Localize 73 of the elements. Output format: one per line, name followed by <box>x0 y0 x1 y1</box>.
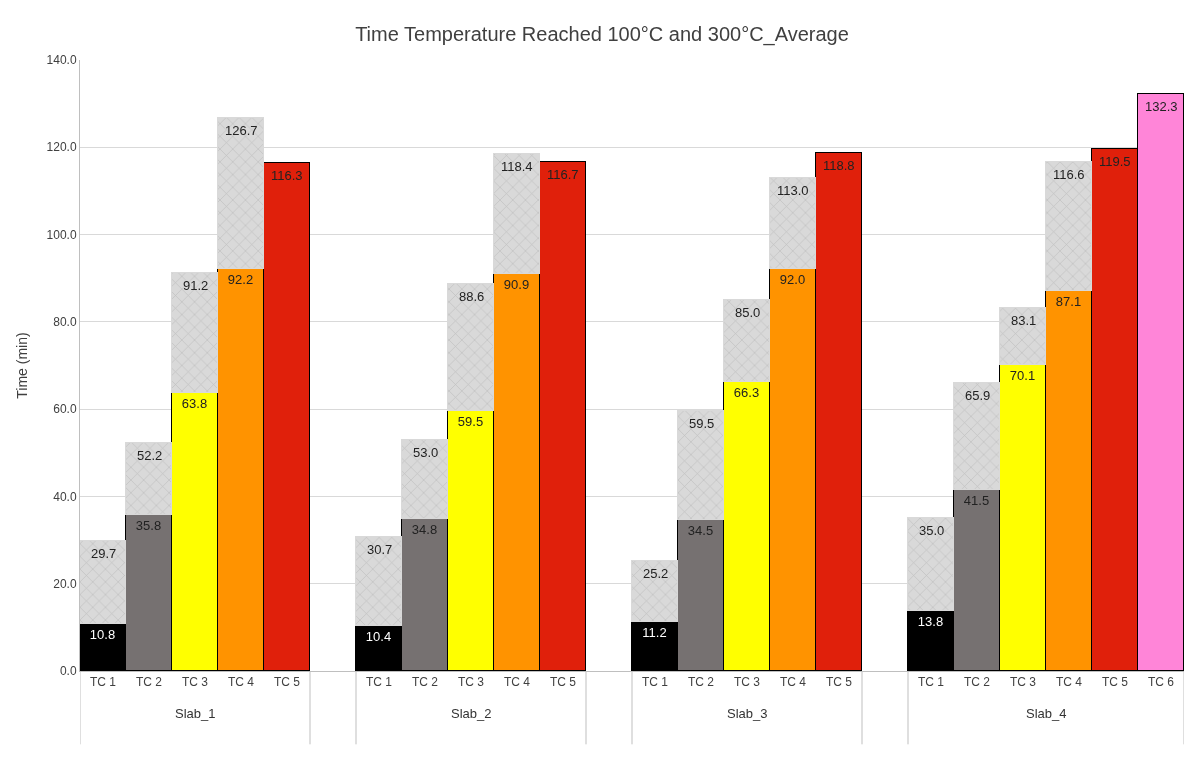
x-tick-label: TC 3 <box>733 675 761 690</box>
total-label: 116.3 <box>271 168 303 183</box>
total-label: 52.2 <box>137 448 163 463</box>
total-label: 88.6 <box>459 289 485 304</box>
y-tick-label: 100.0 <box>46 227 77 242</box>
total-label: 119.5 <box>1099 154 1131 169</box>
total-label: 59.5 <box>689 416 715 431</box>
total-label: 85.0 <box>735 305 761 320</box>
x-tick-label: TC 2 <box>963 675 991 690</box>
data-label: 13.8 <box>917 613 944 629</box>
y-tick-label: 80.0 <box>53 315 77 330</box>
x-tick-label: TC 2 <box>687 675 715 690</box>
text: Slab_2 <box>451 706 492 721</box>
total-label: 116.6 <box>1053 167 1085 182</box>
data-label: 34.5 <box>687 522 714 538</box>
x-tick-label: TC 4 <box>1055 675 1083 690</box>
data-label: 34.8 <box>411 521 438 537</box>
y-tick-label: 140.0 <box>46 53 77 68</box>
x-tick-label: TC 5 <box>825 675 853 690</box>
data-label: 35.8 <box>135 517 162 533</box>
total-label: 65.9 <box>965 388 991 403</box>
text: Slab_4 <box>1026 706 1067 721</box>
data-label: 92.0 <box>779 271 806 287</box>
x-tick-label: TC 1 <box>89 675 117 690</box>
total-label: 113.0 <box>777 183 809 198</box>
data-label: 41.5 <box>963 492 990 508</box>
total-label: 118.4 <box>501 159 533 174</box>
x-tick-label: TC 4 <box>227 675 255 690</box>
total-label: 35.0 <box>919 523 945 538</box>
y-axis-title: Time (min) <box>14 332 31 399</box>
data-label: 90.9 <box>503 276 530 292</box>
total-label: 116.7 <box>547 167 579 182</box>
data-label: 70.1 <box>1009 367 1036 383</box>
x-tick-label: TC 2 <box>135 675 163 690</box>
total-label: 91.2 <box>183 278 209 293</box>
total-label: 118.8 <box>823 158 855 173</box>
total-label: 132.3 <box>1145 99 1178 114</box>
text: Slab_3 <box>727 706 768 721</box>
total-label: 25.2 <box>643 566 669 581</box>
bar <box>80 540 126 624</box>
data-label: 66.3 <box>733 384 760 400</box>
x-tick-label: TC 4 <box>779 675 807 690</box>
text: Slab_1 <box>175 706 216 721</box>
x-tick-label: TC 3 <box>457 675 485 690</box>
x-tick-label: TC 1 <box>365 675 393 690</box>
x-tick-label: TC 1 <box>917 675 945 690</box>
total-label: 126.7 <box>225 123 258 138</box>
x-tick-label: TC 1 <box>641 675 669 690</box>
y-tick-label: 120.0 <box>46 140 77 155</box>
x-tick-label: TC 5 <box>1101 675 1129 690</box>
y-tick-label: 0.0 <box>59 664 77 679</box>
total-label: 83.1 <box>1011 313 1037 328</box>
data-label: 92.2 <box>227 271 254 287</box>
x-tick-label: TC 3 <box>1009 675 1037 690</box>
data-label: 10.4 <box>365 628 392 644</box>
total-label: 53.0 <box>413 445 439 460</box>
x-tick-label: TC 6 <box>1147 675 1175 690</box>
x-tick-label: TC 3 <box>181 675 209 690</box>
chart-title: Time Temperature Reached 100°C and 300°C_Average <box>355 22 849 46</box>
data-label: 59.5 <box>457 413 484 429</box>
total-label: 30.7 <box>367 542 393 557</box>
data-label: 10.8 <box>89 626 116 642</box>
x-tick-label: TC 5 <box>273 675 301 690</box>
x-tick-label: TC 5 <box>549 675 577 690</box>
data-label: 87.1 <box>1055 293 1082 309</box>
data-label: 11.2 <box>642 624 667 640</box>
x-tick-label: TC 4 <box>503 675 531 690</box>
y-tick-label: 60.0 <box>53 402 77 417</box>
y-tick-label: 20.0 <box>53 576 77 591</box>
x-tick-label: TC 2 <box>411 675 439 690</box>
y-tick-label: 40.0 <box>53 489 77 504</box>
total-label: 29.7 <box>91 546 117 561</box>
data-label: 63.8 <box>181 395 208 411</box>
